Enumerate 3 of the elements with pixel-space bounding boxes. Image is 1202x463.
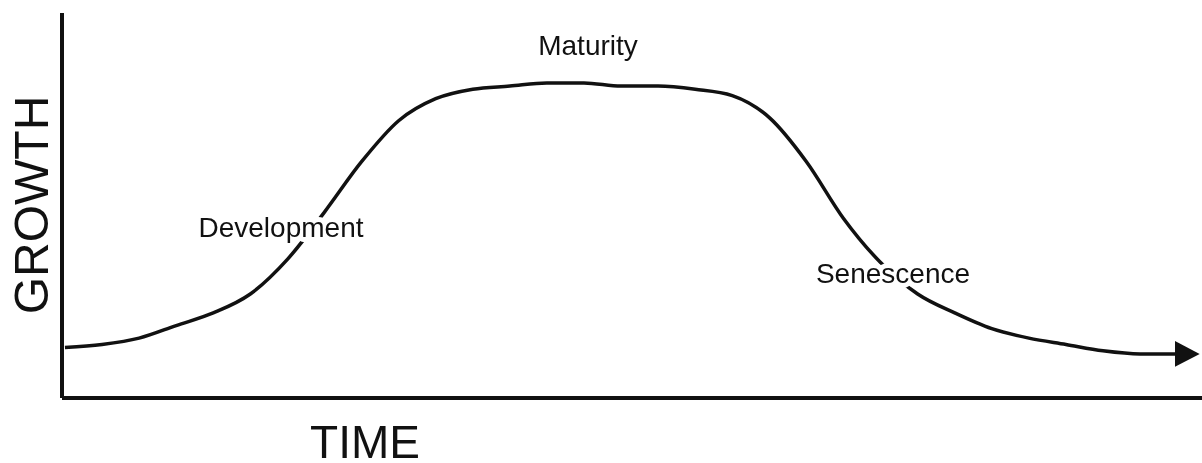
x-axis-title: TIME <box>310 416 420 463</box>
text: Maturity <box>538 30 638 61</box>
y-axis-title: GROWTH <box>5 95 58 315</box>
